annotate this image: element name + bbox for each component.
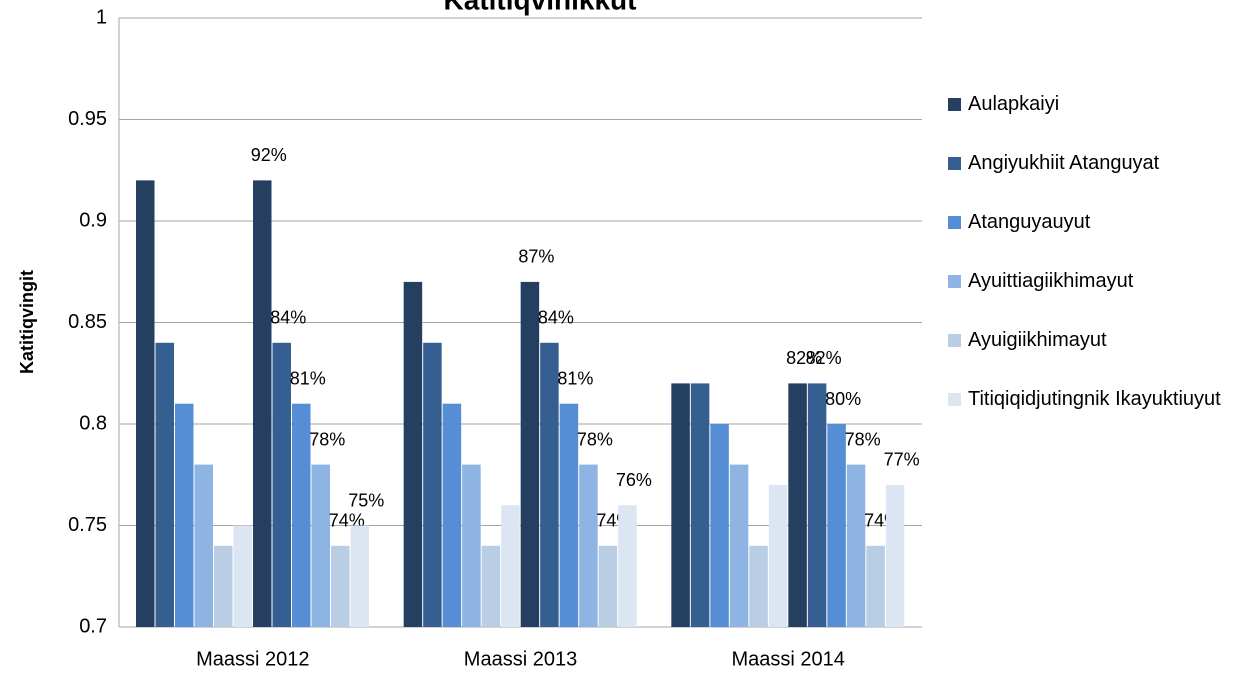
bar	[253, 180, 272, 627]
x-tick-label: Maassi 2012	[196, 648, 309, 670]
bar	[194, 464, 213, 627]
legend-item: Ayuittiagiikhimayut	[948, 269, 1233, 293]
data-label: 80%	[825, 389, 861, 409]
y-tick-label: 0.85	[68, 311, 107, 333]
data-label: 76%	[616, 470, 652, 490]
data-label: 78%	[577, 429, 613, 449]
legend-swatch	[948, 393, 961, 406]
y-tick-label: 0.95	[68, 108, 107, 130]
data-label: 82%	[786, 348, 822, 368]
legend-item: Aulapkaiyi	[948, 92, 1233, 116]
bar	[846, 464, 866, 627]
bar	[885, 484, 905, 627]
bar	[136, 180, 155, 627]
legend-swatch	[948, 216, 961, 229]
bar	[442, 403, 462, 627]
bar	[559, 403, 579, 627]
bar	[671, 383, 690, 627]
legend-item: Atanguyauyut	[948, 210, 1233, 234]
bar	[827, 424, 846, 627]
data-label: 78%	[309, 429, 345, 449]
data-label: 92%	[251, 145, 287, 165]
legend-swatch	[948, 334, 961, 347]
data-label: 81%	[290, 368, 326, 388]
y-tick-label: 0.9	[79, 209, 107, 231]
legend-item: Angiyukhiit Atanguyat	[948, 151, 1233, 175]
bar	[598, 545, 618, 627]
bar	[788, 383, 807, 627]
bar	[729, 464, 749, 627]
bar	[579, 464, 598, 627]
bar	[175, 403, 194, 627]
y-axis-label: Katitiqvingit	[17, 270, 37, 374]
y-tick-label: 0.7	[79, 615, 107, 637]
legend-item: Ayuigiikhimayut	[948, 328, 1233, 352]
bar	[350, 525, 369, 627]
legend-label: Aulapkaiyi	[968, 93, 1060, 115]
legend-label: Titiqiqidjutingnik Ikayuktiuyut	[968, 388, 1221, 410]
legend-swatch	[948, 275, 961, 288]
y-tick-label: 0.8	[79, 412, 107, 434]
legend-swatch	[948, 98, 961, 111]
x-tick-label: Maassi 2014	[731, 648, 844, 670]
data-label: 75%	[348, 490, 384, 510]
bar	[768, 484, 788, 627]
bar	[331, 545, 350, 627]
bar	[214, 545, 233, 627]
bar	[618, 505, 637, 627]
chart-title: Katitiqvinikkut	[444, 0, 637, 15]
bar	[155, 342, 174, 627]
legend-label: Angiyukhiit Atanguyat	[968, 152, 1160, 174]
data-label: 81%	[557, 368, 593, 388]
data-label: 84%	[270, 308, 306, 328]
bar	[423, 342, 442, 627]
bar	[481, 545, 501, 627]
bar	[520, 281, 540, 627]
bar	[272, 342, 291, 627]
legend-label: Ayuittiagiikhimayut	[968, 270, 1134, 292]
bar	[462, 464, 481, 627]
bar	[501, 505, 520, 627]
bar	[807, 383, 827, 627]
bar	[540, 342, 559, 627]
y-tick-label: 0.75	[68, 514, 107, 536]
y-tick-label: 1	[96, 6, 107, 28]
bar	[311, 464, 330, 627]
legend-swatch	[948, 157, 961, 170]
data-label: 84%	[538, 308, 574, 328]
bar	[690, 383, 710, 627]
x-tick-label: Maassi 2013	[464, 648, 577, 670]
data-label: 78%	[845, 429, 881, 449]
legend-label: Ayuigiikhimayut	[968, 329, 1107, 351]
data-label: 77%	[884, 450, 920, 470]
data-label: 87%	[518, 247, 554, 267]
bar	[233, 525, 252, 627]
legend-item: Titiqiqidjutingnik Ikayuktiuyut	[948, 387, 1233, 411]
bar	[866, 545, 885, 627]
bar	[403, 281, 423, 627]
legend-label: Atanguyauyut	[968, 211, 1091, 233]
legend: Aulapkaiyi Angiyukhiit Atanguyat Atanguyau…	[948, 92, 1233, 446]
data-label: 82%	[806, 348, 842, 368]
bar	[749, 545, 768, 627]
bar	[292, 403, 311, 627]
bar	[710, 424, 729, 627]
